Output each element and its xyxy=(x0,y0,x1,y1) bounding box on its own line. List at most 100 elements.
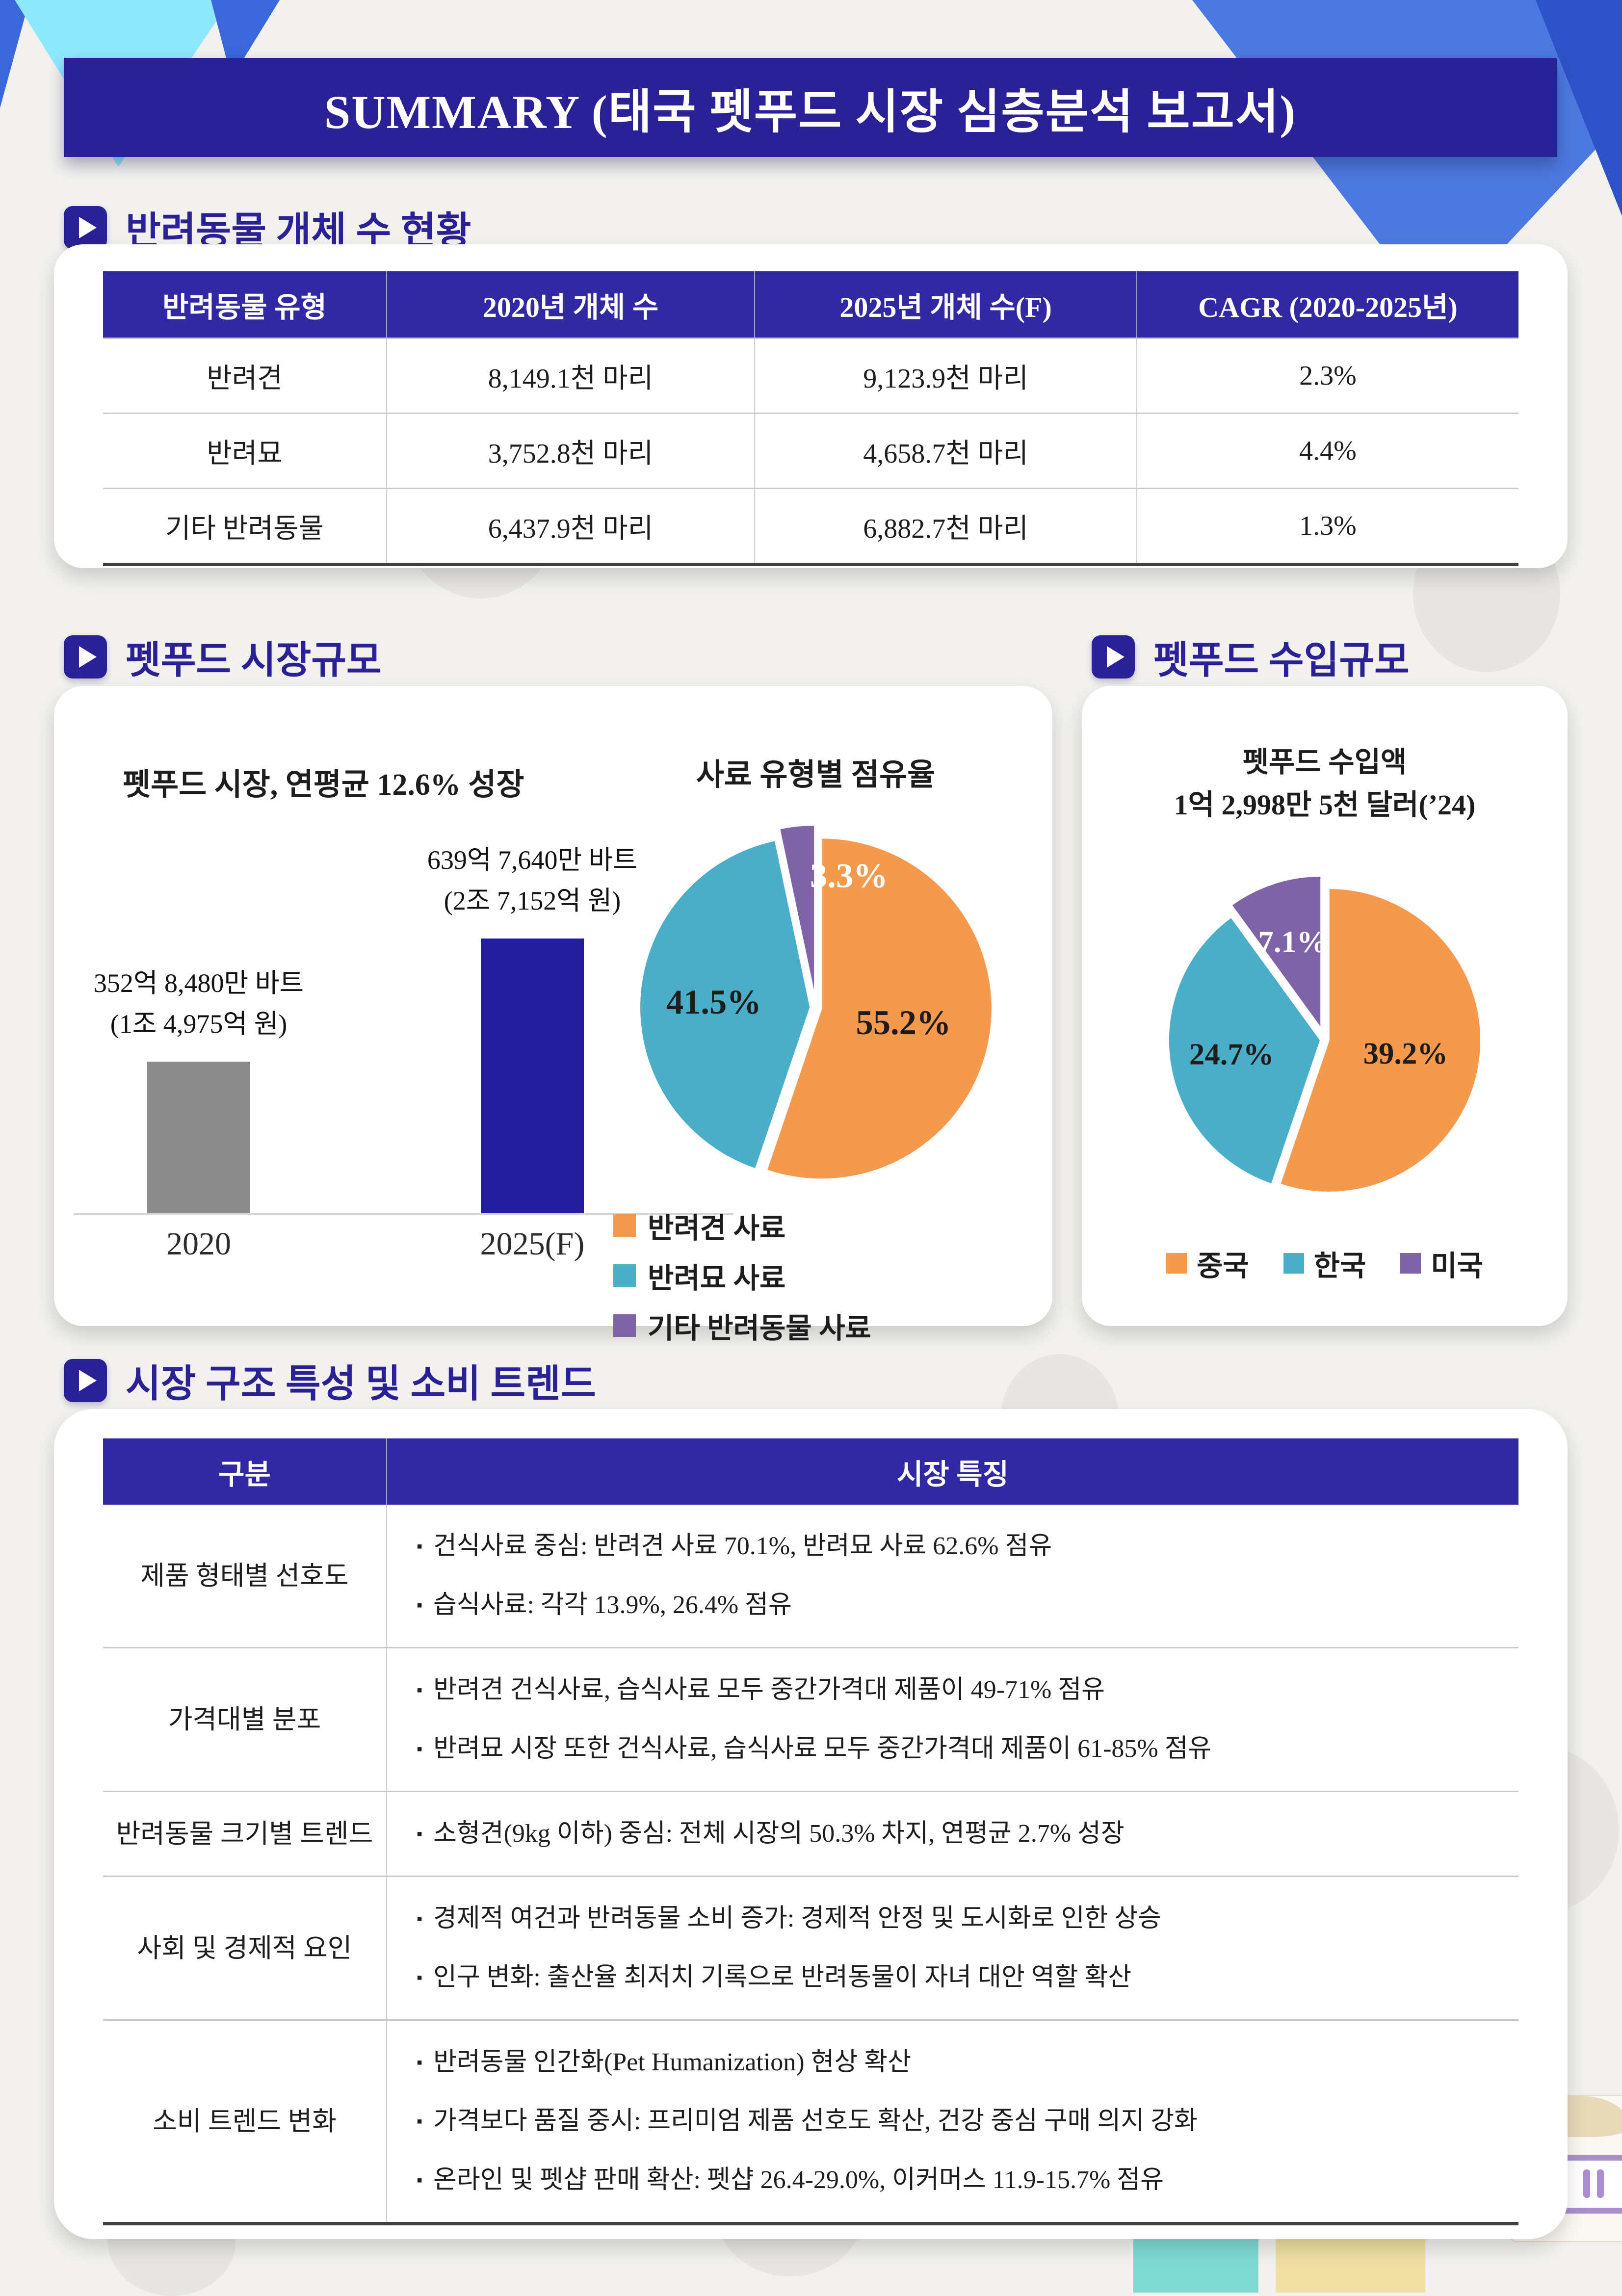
legend-label: 반려묘 사료 xyxy=(648,1262,786,1294)
feed-share-chart: 사료 유형별 점유율 55.2% 41.5% 3.3% xyxy=(579,750,1052,1209)
trend-bullet: ▪ 건식사료 중심: 반려견 사료 70.1%, 반려묘 사료 62.6% 점유 xyxy=(417,1527,1494,1565)
bullet-icon: ▪ xyxy=(417,1681,423,1699)
bullet-icon: ▪ xyxy=(417,1596,423,1615)
bullet-icon: ▪ xyxy=(417,2171,423,2190)
column-header: 반려동물 유형 xyxy=(103,271,386,338)
pie-percent-label: 55.2% xyxy=(856,1004,951,1042)
bullet-icon: ▪ xyxy=(417,1825,423,1843)
trend-bullet: ▪ 가격보다 품질 중시: 프리미엄 제품 선호도 확산, 건강 중심 구매 의지… xyxy=(417,2102,1494,2140)
can-fork-glyph xyxy=(1597,2169,1604,2198)
trend-bullet: ▪ 반려동물 인간화(Pet Humanization) 현상 확산 xyxy=(417,2043,1494,2082)
legend-swatch-teal xyxy=(613,1264,636,1287)
bar-value-line: (2조 7,152억 원) xyxy=(444,886,621,916)
trend-bullet: ▪ 습식사료: 각각 13.9%, 26.4% 점유 xyxy=(417,1586,1494,1624)
legend-item: 미국 xyxy=(1400,1243,1483,1284)
import-chart-title: 펫푸드 수입액 1억 2,998만 5천 달러(’24) xyxy=(1082,741,1568,826)
legend-label: 중국 xyxy=(1196,1250,1249,1282)
can-spoon-glyph xyxy=(1583,2169,1590,2198)
import-share-pie: 39.2% 24.7% 7.1% xyxy=(1168,875,1482,1193)
column-header: CAGR (2020-2025년) xyxy=(1136,271,1518,338)
bar-chart-title: 펫푸드 시장, 연평균 12.6% 성장 xyxy=(123,768,524,802)
pie-percent-label: 24.7% xyxy=(1189,1037,1274,1071)
trend-bullet: ▪ 반려견 건식사료, 습식사료 모두 중간가격대 제품이 49-71% 점유 xyxy=(417,1671,1494,1709)
section-heading-label: 펫푸드 수입규모 xyxy=(1153,639,1410,681)
legend-swatch-teal xyxy=(1283,1253,1304,1274)
legend-label: 한국 xyxy=(1313,1250,1366,1282)
row-category: 가격대별 분포 xyxy=(168,1704,321,1734)
legend-item: 한국 xyxy=(1283,1243,1366,1284)
card-trends: 구분 시장 특징 제품 형태별 선호도 ▪ 건식사료 중심: 반려견 사료 70.… xyxy=(54,1409,1568,2239)
pie-slice-2 xyxy=(1230,875,1322,1030)
trend-bullet: ▪ 반려묘 시장 또한 건식사료, 습식사료 모두 중간가격대 제품이 61-85… xyxy=(417,1730,1494,1768)
bar-value-line: 639억 7,640만 바트 xyxy=(427,845,638,875)
pie-slice-0 xyxy=(765,837,993,1180)
bullet-icon: ▪ xyxy=(417,1740,423,1758)
pie-percent-label: 39.2% xyxy=(1363,1036,1448,1070)
row-features: ▪ 경제적 여건과 반려동물 소비 증가: 경제적 안정 및 도시화로 인한 상승… xyxy=(386,1877,1518,2019)
table-cell: 기타 반려동물 xyxy=(165,513,324,544)
feed-share-legend: 반려견 사료 반려묘 사료 기타 반려동물 사료 xyxy=(613,1205,871,1355)
pie-slice-0 xyxy=(1279,887,1482,1193)
table-cell: 반려견 xyxy=(207,363,283,394)
legend-item: 반려묘 사료 xyxy=(613,1255,871,1296)
play-icon xyxy=(64,206,107,249)
trend-bullet: ▪ 온라인 및 펫샵 판매 확산: 펫샵 26.4-29.0%, 이커머스 11.… xyxy=(417,2161,1494,2199)
row-features: ▪ 건식사료 중심: 반려견 사료 70.1%, 반려묘 사료 62.6% 점유 … xyxy=(386,1505,1518,1647)
pie-slice-2 xyxy=(778,824,815,996)
section-heading-market: 펫푸드 시장규모 xyxy=(64,629,382,684)
section-heading-trends: 시장 구조 특성 및 소비 트렌드 xyxy=(64,1353,596,1408)
feed-share-pie: 55.2% 41.5% 3.3% xyxy=(639,824,993,1180)
bullet-icon: ▪ xyxy=(417,2054,423,2072)
table-row: 반려묘 3,752.8천 마리 4,658.7천 마리 4.4% xyxy=(103,413,1518,488)
column-header: 구분 xyxy=(103,1438,386,1505)
table-cell: 3,752.8천 마리 xyxy=(386,414,754,488)
table-row: 소비 트렌드 변화 ▪ 반려동물 인간화(Pet Humanization) 현상… xyxy=(103,2019,1518,2222)
row-category: 사회 및 경제적 요인 xyxy=(137,1933,352,1963)
card-market: 펫푸드 시장, 연평균 12.6% 성장 639억 7,640만 바트 (2조 … xyxy=(54,686,1052,1344)
pie-percent-label: 3.3% xyxy=(810,857,888,895)
legend-item: 기타 반려동물 사료 xyxy=(613,1305,871,1346)
table-header-row: 반려동물 유형 2020년 개체 수 2025년 개체 수(F) CAGR (2… xyxy=(103,271,1518,338)
legend-item: 반려견 사료 xyxy=(613,1205,871,1246)
play-icon xyxy=(64,635,107,678)
x-axis-line xyxy=(74,1213,733,1215)
legend-label: 반려견 사료 xyxy=(648,1212,786,1244)
pie-percent-label: 41.5% xyxy=(666,983,761,1021)
table-row: 사회 및 경제적 요인 ▪ 경제적 여건과 반려동물 소비 증가: 경제적 안정 … xyxy=(103,1876,1518,2019)
play-icon xyxy=(64,1359,107,1402)
trend-bullet: ▪ 인구 변화: 출산율 최저치 기록으로 반려동물이 자녀 대안 역할 확산 xyxy=(417,1958,1494,1997)
column-header: 2025년 개체 수(F) xyxy=(754,271,1137,338)
play-icon xyxy=(1092,635,1135,678)
table-cell: 4.4% xyxy=(1136,414,1518,488)
table-header-row: 구분 시장 특징 xyxy=(103,1438,1518,1505)
section-heading-imports: 펫푸드 수입규모 xyxy=(1092,629,1410,684)
import-title-line: 펫푸드 수입액 xyxy=(1242,746,1407,778)
section-heading-label: 시장 구조 특성 및 소비 트렌드 xyxy=(126,1362,596,1405)
trend-bullet: ▪ 소형견(9kg 이하) 중심: 전체 시장의 50.3% 차지, 연평균 2.… xyxy=(417,1815,1494,1853)
row-category: 반려동물 크기별 트렌드 xyxy=(116,1819,373,1849)
pet-population-table: 반려동물 유형 2020년 개체 수 2025년 개체 수(F) CAGR (2… xyxy=(103,271,1518,566)
bar-value-line: 352억 8,480만 바트 xyxy=(93,968,304,998)
table-cell: 6,437.9천 마리 xyxy=(386,489,754,563)
bar-2020 xyxy=(147,1062,250,1213)
table-cell: 9,123.9천 마리 xyxy=(754,339,1136,413)
trend-bullet: ▪ 경제적 여건과 반려동물 소비 증가: 경제적 안정 및 도시화로 인한 상승 xyxy=(417,1900,1494,1938)
report-title-banner: SUMMARY (태국 펫푸드 시장 심층분석 보고서) xyxy=(64,58,1557,157)
column-header: 시장 특징 xyxy=(386,1438,1518,1505)
pie-slice-1 xyxy=(1168,916,1321,1185)
import-title-line: 1억 2,998만 5천 달러(’24) xyxy=(1174,789,1476,821)
row-category: 제품 형태별 선호도 xyxy=(140,1561,349,1591)
row-features: ▪ 소형견(9kg 이하) 중심: 전체 시장의 50.3% 차지, 연평균 2.… xyxy=(386,1792,1518,1876)
row-features: ▪ 반려동물 인간화(Pet Humanization) 현상 확산 ▪ 가격보다 … xyxy=(386,2021,1518,2222)
market-trends-table: 구분 시장 특징 제품 형태별 선호도 ▪ 건식사료 중심: 반려견 사료 70.… xyxy=(103,1438,1518,2225)
table-row: 제품 형태별 선호도 ▪ 건식사료 중심: 반려견 사료 70.1%, 반려묘 사… xyxy=(103,1505,1518,1647)
legend-label: 기타 반려동물 사료 xyxy=(648,1312,871,1344)
table-row: 반려동물 크기별 트렌드 ▪ 소형견(9kg 이하) 중심: 전체 시장의 50.… xyxy=(103,1791,1518,1876)
report-title: SUMMARY (태국 펫푸드 시장 심층분석 보고서) xyxy=(324,85,1297,138)
table-cell: 4,658.7천 마리 xyxy=(754,414,1136,488)
import-share-chart: 39.2% 24.7% 7.1% xyxy=(1146,848,1504,1219)
table-cell: 2.3% xyxy=(1136,339,1518,413)
table-row: 기타 반려동물 6,437.9천 마리 6,882.7천 마리 1.3% xyxy=(103,488,1518,563)
column-header: 2020년 개체 수 xyxy=(386,271,755,338)
bullet-icon: ▪ xyxy=(417,1910,423,1928)
